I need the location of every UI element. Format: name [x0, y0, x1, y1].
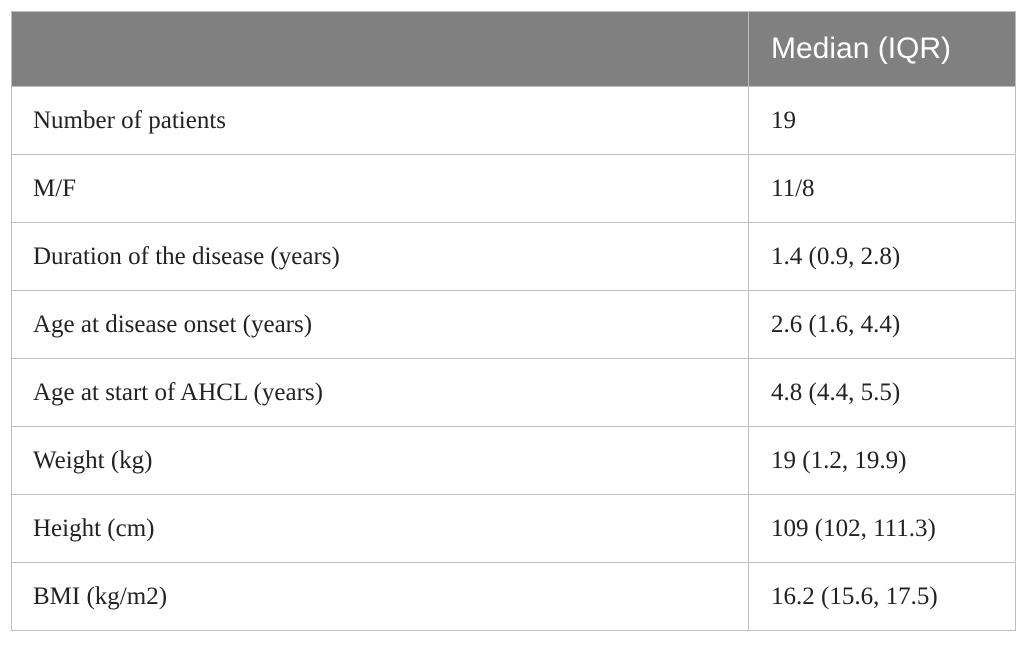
table-row: M/F 11/8 — [11, 154, 1016, 223]
row-value: 109 (102, 111.3) — [748, 494, 1016, 563]
table-row: Height (cm) 109 (102, 111.3) — [11, 494, 1016, 563]
table-row: Weight (kg) 19 (1.2, 19.9) — [11, 426, 1016, 495]
row-label: BMI (kg/m2) — [11, 562, 749, 631]
table-row: Age at disease onset (years) 2.6 (1.6, 4… — [11, 290, 1016, 359]
table-row: BMI (kg/m2) 16.2 (15.6, 17.5) — [11, 562, 1016, 631]
row-label: Duration of the disease (years) — [11, 222, 749, 291]
table-row: Age at start of AHCL (years) 4.8 (4.4, 5… — [11, 358, 1016, 427]
header-row: Median (IQR) — [11, 11, 1016, 87]
header-cell-variable — [11, 11, 749, 87]
row-value: 4.8 (4.4, 5.5) — [748, 358, 1016, 427]
row-label: Number of patients — [11, 86, 749, 155]
row-label: Age at disease onset (years) — [11, 290, 749, 359]
row-value: 16.2 (15.6, 17.5) — [748, 562, 1016, 631]
row-label: Weight (kg) — [11, 426, 749, 495]
row-value: 19 — [748, 86, 1016, 155]
row-value: 2.6 (1.6, 4.4) — [748, 290, 1016, 359]
row-value: 11/8 — [748, 154, 1016, 223]
table-header: Median (IQR) — [11, 11, 1016, 87]
row-value: 1.4 (0.9, 2.8) — [748, 222, 1016, 291]
row-label: M/F — [11, 154, 749, 223]
header-cell-median-iqr: Median (IQR) — [748, 11, 1016, 87]
table-body: Number of patients 19 M/F 11/8 Duration … — [11, 86, 1016, 631]
table-row: Number of patients 19 — [11, 86, 1016, 155]
row-label: Height (cm) — [11, 494, 749, 563]
row-value: 19 (1.2, 19.9) — [748, 426, 1016, 495]
patient-characteristics-table: Median (IQR) Number of patients 19 M/F 1… — [11, 11, 1016, 631]
table-row: Duration of the disease (years) 1.4 (0.9… — [11, 222, 1016, 291]
row-label: Age at start of AHCL (years) — [11, 358, 749, 427]
